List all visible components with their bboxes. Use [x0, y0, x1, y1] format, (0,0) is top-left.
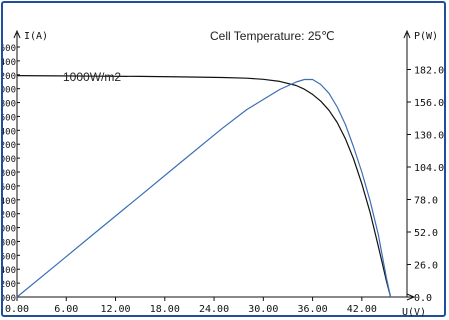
y-left-tick-label: 400 [3, 58, 16, 68]
iv-curve-line [16, 75, 392, 298]
y-left-tick-label: 200 [3, 211, 16, 221]
y-right-tick-label: 0.0 [414, 293, 432, 304]
y-right-tick-label: 52.0 [414, 228, 438, 239]
y-right-tick-label: 156.0 [414, 98, 444, 109]
irradiance-annotation: 1000W/m2 [63, 70, 121, 84]
x-tick-label: 12.00 [100, 304, 130, 315]
y-left-tick-label: .600 [3, 252, 16, 262]
y-left-tick-label: 000 [3, 86, 16, 96]
y-left-tick-label: 000 [3, 225, 16, 235]
y-left-tick-label: 800 [3, 169, 16, 179]
chart-ticks: 0.00 6.00 12.00 18.00 24.00 30.00 36.00 42.00 0.… [3, 44, 444, 315]
y-right-tick-label: 26.0 [414, 261, 438, 272]
y-axis-left-arrow [13, 29, 21, 39]
y-left-tick-label: .400 [3, 266, 16, 276]
x-tick-label: 18.00 [150, 304, 180, 315]
y-left-tick-label: 200 [3, 141, 16, 151]
y-right-tick-label: 78.0 [414, 196, 438, 207]
y-left-tick-label: 800 [3, 100, 16, 110]
y-axis-right-arrow [403, 29, 411, 39]
y-left-tick-label: .000 [3, 294, 16, 304]
y-left-tick-label: 600 [3, 44, 16, 54]
y-left-tick-label: .800 [3, 238, 16, 248]
y-left-tick-label: 400 [3, 197, 16, 207]
chart-axes [13, 29, 416, 301]
y-left-tick-label: 600 [3, 113, 16, 123]
y-left-tick-label: 000 [3, 155, 16, 165]
x-tick-label: 6.00 [54, 304, 78, 315]
x-tick-label: 36.00 [298, 304, 328, 315]
y-left-tick-label: 600 [3, 183, 16, 193]
chart-title: Cell Temperature: 25℃ [210, 29, 335, 43]
x-tick-label: 24.00 [199, 304, 229, 315]
y-right-tick-label: 104.0 [414, 163, 444, 174]
y-axis-right-label: P(W) [414, 31, 438, 42]
iv-pv-chart: 0.00 6.00 12.00 18.00 24.00 30.00 36.00 42.00 0.… [3, 29, 444, 318]
y-axis-left-label: I(A) [24, 31, 48, 42]
x-tick-label: 0.00 [5, 304, 29, 315]
y-left-tick-label: 400 [3, 127, 16, 137]
x-tick-label: 30.00 [248, 304, 278, 315]
chart-series [16, 75, 392, 298]
pv-curve-line [16, 78, 392, 298]
y-left-tick-label: 200 [3, 72, 16, 82]
y-right-tick-label: 130.0 [414, 131, 444, 142]
x-axis-arrow [406, 293, 416, 301]
y-left-tick-label: .200 [3, 280, 16, 290]
x-axis-label: U(V) [402, 307, 426, 318]
x-tick-label: 42.00 [347, 304, 377, 315]
y-right-tick-label: 182.0 [414, 66, 444, 77]
